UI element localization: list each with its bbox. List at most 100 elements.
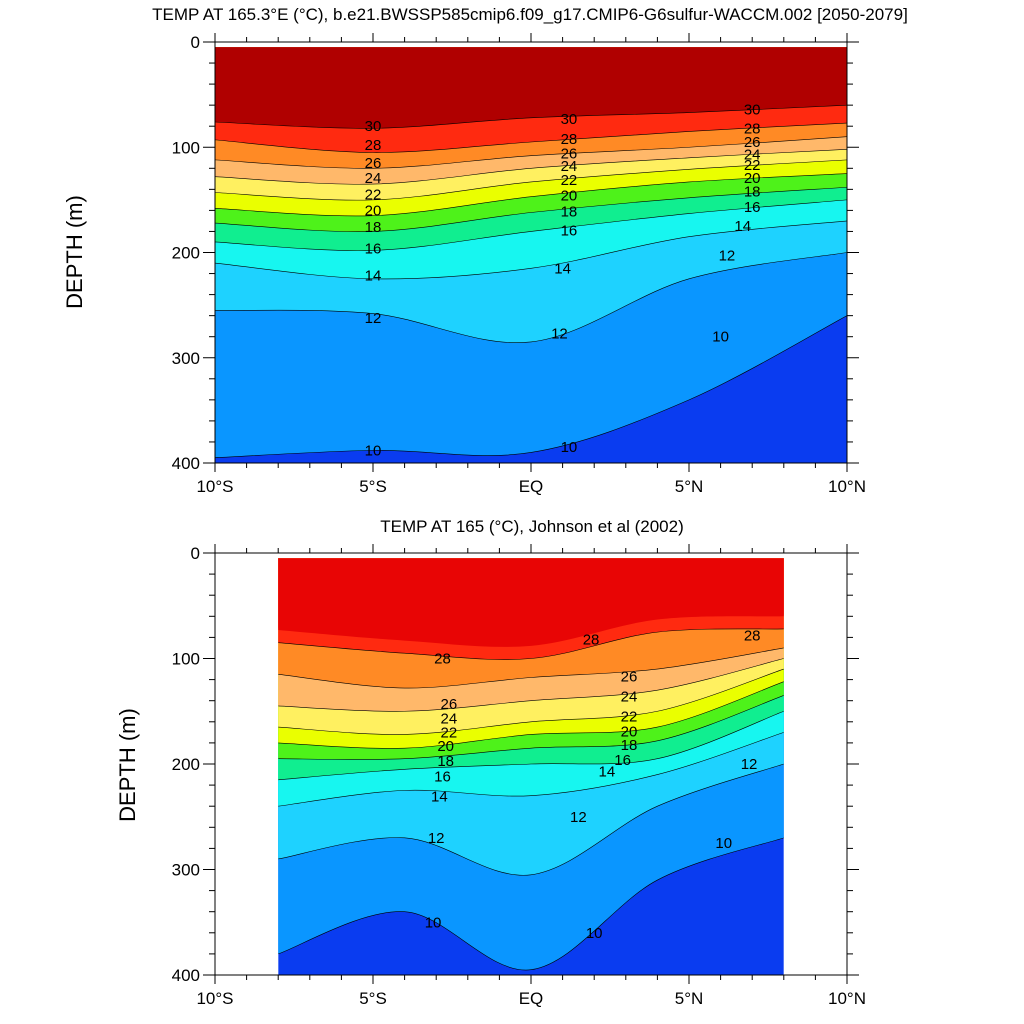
y-tick-label: 100 <box>172 650 200 669</box>
y-tick-label: 200 <box>172 755 200 774</box>
y-tick-label: 400 <box>172 966 200 985</box>
x-tick-label: 5°S <box>359 989 387 1008</box>
chart-panel-top: TEMP AT 165.3°E (°C), b.e21.BWSSP585cmip… <box>62 5 908 496</box>
contour-label: 14 <box>365 268 382 285</box>
isotherm-24 <box>278 658 784 712</box>
isotherm-16 <box>215 199 847 251</box>
contour-label: 26 <box>744 134 761 151</box>
contour-label: 24 <box>621 688 638 705</box>
contour-label: 20 <box>365 202 382 219</box>
contour-label: 18 <box>561 203 578 220</box>
contour-label: 14 <box>598 763 615 780</box>
x-tick-label: EQ <box>519 989 544 1008</box>
isotherm-12 <box>278 763 784 876</box>
contour-label: 30 <box>365 118 382 135</box>
contour-label: 28 <box>583 632 600 649</box>
y-tick-label: 0 <box>191 33 200 52</box>
contour-label: 20 <box>437 738 454 755</box>
contour-label: 12 <box>551 326 568 343</box>
x-tick-label: 5°N <box>675 989 704 1008</box>
contour-label: 18 <box>437 753 454 770</box>
contour-label: 16 <box>365 240 382 257</box>
contour-label: 10 <box>425 914 442 931</box>
contour-label: 10 <box>561 439 578 456</box>
contour-label: 24 <box>440 711 457 728</box>
contour-label: 24 <box>365 170 382 187</box>
contour-label: 16 <box>614 752 631 769</box>
y-tick-label: 400 <box>172 454 200 473</box>
contour-label: 30 <box>744 101 761 118</box>
x-tick-label: 10°S <box>196 477 233 496</box>
y-tick-label: 300 <box>172 349 200 368</box>
contour-label: 10 <box>715 835 732 852</box>
contour-fills <box>278 558 784 975</box>
contour-label: 14 <box>554 260 571 277</box>
contour-label: 10 <box>365 442 382 459</box>
isotherm-16 <box>278 710 784 781</box>
band-warmest <box>278 558 784 647</box>
isotherm-30 <box>215 104 847 129</box>
contour-plot-top: 3028262422201816141210302826242220181614… <box>172 33 866 496</box>
isotherm-28 <box>215 122 847 153</box>
x-tick-label: 5°N <box>675 477 704 496</box>
isotherm-22 <box>215 159 847 201</box>
contour-label: 26 <box>621 668 638 685</box>
contour-label: 18 <box>744 183 761 200</box>
y-axis-label-bottom: DEPTH (m) <box>115 708 140 822</box>
contour-label: 26 <box>561 146 578 163</box>
contour-label: 26 <box>440 696 457 713</box>
contour-label: 22 <box>365 187 382 204</box>
contour-label: 12 <box>428 830 445 847</box>
contour-label: 16 <box>561 222 578 239</box>
isotherm-18 <box>215 186 847 232</box>
contour-label: 20 <box>561 188 578 205</box>
y-tick-label: 0 <box>191 544 200 563</box>
isotherm-18 <box>278 695 784 760</box>
contour-label: 16 <box>434 769 451 786</box>
contour-label: 12 <box>741 756 758 773</box>
contour-label: 28 <box>365 137 382 154</box>
x-tick-label: 10°N <box>828 989 866 1008</box>
contour-label: 28 <box>744 627 761 644</box>
contour-plot-bottom: 2826242220181614121028262422201816141210… <box>172 544 866 1008</box>
y-axis-label-top: DEPTH (m) <box>62 195 87 309</box>
isotherm-26 <box>215 136 847 169</box>
y-tick-label: 200 <box>172 244 200 263</box>
x-tick-label: 5°S <box>359 477 387 496</box>
contour-label: 16 <box>744 199 761 216</box>
isotherm-10 <box>215 315 847 459</box>
x-tick-label: 10°N <box>828 477 866 496</box>
contour-label: 28 <box>744 120 761 137</box>
isotherm-14 <box>278 732 784 807</box>
contour-label: 24 <box>561 158 578 175</box>
isotherm-24 <box>215 149 847 185</box>
contour-label: 22 <box>744 157 761 174</box>
contour-label: 14 <box>431 789 448 806</box>
isotherm-20 <box>215 173 847 217</box>
y-tick-label: 300 <box>172 861 200 880</box>
chart-title-top: TEMP AT 165.3°E (°C), b.e21.BWSSP585cmip… <box>152 5 908 24</box>
isotherm-26 <box>278 647 784 689</box>
contour-label: 18 <box>621 737 638 754</box>
chart-title-bottom: TEMP AT 165 (°C), Johnson et al (2002) <box>380 517 684 536</box>
contour-label: 20 <box>744 170 761 187</box>
x-tick-label: EQ <box>519 477 544 496</box>
isotherm-22 <box>278 668 784 735</box>
contour-label: 10 <box>712 329 729 346</box>
x-tick-label: 10°S <box>196 989 233 1008</box>
contour-label: 20 <box>621 723 638 740</box>
contour-label: 28 <box>561 131 578 148</box>
contour-label: 14 <box>734 218 751 235</box>
isotherm-10 <box>278 837 784 971</box>
contour-label: 12 <box>719 248 736 265</box>
contour-label: 24 <box>744 147 761 164</box>
contour-label: 30 <box>561 111 578 128</box>
contour-label: 28 <box>434 651 451 668</box>
contour-label: 22 <box>440 724 457 741</box>
chart-panel-bottom: TEMP AT 165 (°C), Johnson et al (2002) D… <box>115 517 866 1008</box>
contour-label: 12 <box>365 310 382 327</box>
contour-label: 22 <box>621 709 638 726</box>
contour-label: 12 <box>570 809 587 826</box>
isotherm-14 <box>215 220 847 280</box>
band-warmest <box>215 47 847 116</box>
